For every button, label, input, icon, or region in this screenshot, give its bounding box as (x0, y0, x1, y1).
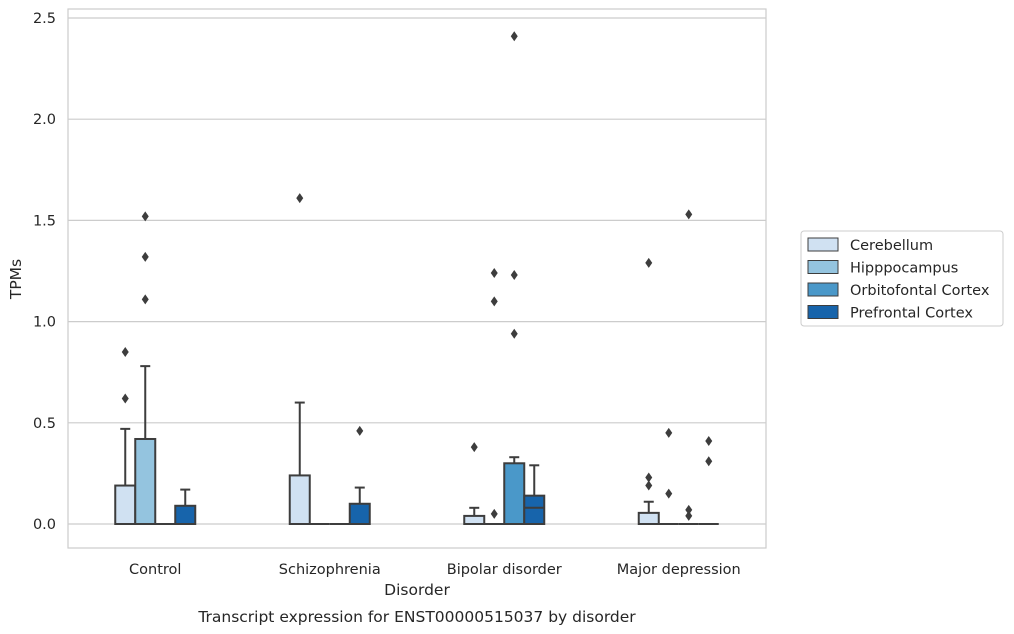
grid-lines (68, 17, 766, 525)
box-body (134, 437, 157, 526)
y-tick-label: 0.5 (33, 416, 56, 432)
x-tick-label: Major depression (617, 562, 741, 578)
y-tick-label: 1.5 (33, 213, 56, 229)
legend-frame (800, 230, 1004, 327)
outlier-point (645, 472, 653, 483)
box-body (463, 514, 486, 525)
outlier-point (645, 257, 653, 268)
outlier-point (490, 508, 498, 519)
box-body (348, 502, 371, 526)
box-body (637, 511, 660, 525)
legend-swatch (807, 305, 839, 319)
legend-swatch (807, 282, 839, 297)
outlier-point (490, 268, 498, 279)
outlier-point (356, 425, 364, 436)
box (174, 488, 197, 525)
outlier-point (121, 393, 129, 404)
legend: Cerebellum Hipppocampus Orbitofontal Corte… (800, 230, 1004, 327)
legend-label: Orbitofontal Cortex (850, 283, 990, 299)
plot-area-frame (67, 8, 767, 549)
outlier-point (665, 427, 673, 438)
y-axis-ticks: 0.0 0.5 1.0 1.5 2.0 2.5 (33, 11, 56, 533)
y-tick-label: 2.0 (33, 112, 56, 128)
outlier-point (121, 346, 129, 357)
y-tick-label: 0.0 (33, 517, 56, 533)
outlier-point (141, 294, 149, 305)
box (503, 456, 526, 525)
box-body (288, 474, 311, 526)
legend-label: Cerebellum (850, 238, 933, 254)
y-tick-label: 1.0 (33, 315, 56, 331)
legend-swatch (807, 260, 839, 274)
outlier-point (296, 193, 304, 204)
box (523, 464, 546, 526)
legend-label: Prefrontal Cortex (850, 306, 973, 322)
legend-label: Hipppocampus (850, 261, 958, 277)
outlier-point (685, 510, 693, 521)
y-tick-label: 2.5 (33, 11, 56, 27)
outlier-point (490, 296, 498, 307)
outlier-point (685, 504, 693, 515)
chart-title: Transcript expression for ENST0000051503… (197, 608, 636, 626)
x-axis-label: Disorder (384, 581, 450, 599)
box-body (523, 494, 546, 526)
outlier-layer (121, 31, 713, 521)
outlier-point (705, 436, 713, 447)
outlier-point (685, 209, 693, 220)
box (134, 365, 157, 526)
outlier-point (510, 31, 518, 42)
outlier-point (141, 251, 149, 262)
x-tick-label: Schizophrenia (279, 562, 381, 578)
box-body (503, 462, 526, 525)
box (114, 427, 137, 526)
outlier-point (510, 328, 518, 339)
box-body (114, 484, 137, 526)
outlier-point (665, 488, 673, 499)
y-axis-label: TPMs (7, 259, 25, 300)
x-axis-ticks: Control Schizophrenia Bipolar disorder Majo… (129, 562, 741, 578)
legend-swatch (807, 237, 839, 252)
box (463, 506, 486, 525)
outlier-point (510, 270, 518, 281)
box (288, 401, 311, 526)
box (348, 486, 371, 526)
box-layer (114, 365, 719, 526)
outlier-point (470, 442, 478, 453)
x-tick-label: Bipolar disorder (447, 562, 562, 578)
x-tick-label: Control (129, 562, 181, 578)
outlier-point (645, 480, 653, 491)
box-body (174, 504, 197, 525)
box (637, 500, 660, 525)
outlier-point (705, 456, 713, 467)
outlier-point (141, 211, 149, 222)
